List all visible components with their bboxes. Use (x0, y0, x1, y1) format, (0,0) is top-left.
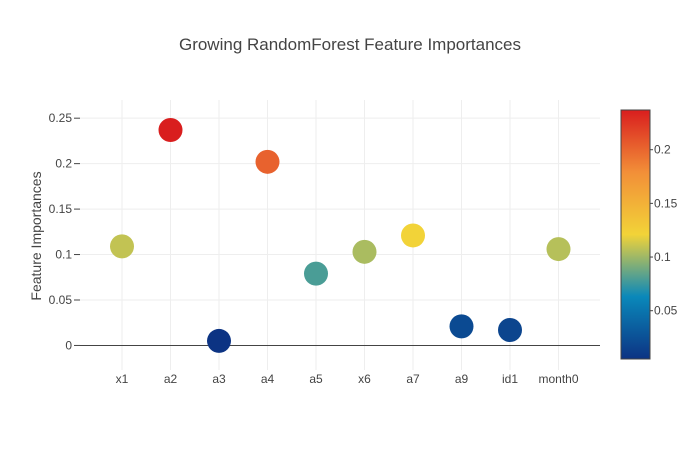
x-tick-label: a7 (406, 372, 420, 386)
data-point (255, 149, 280, 174)
grid-lines (80, 100, 600, 370)
x-tick-label: a2 (164, 372, 178, 386)
y-tick-label: 0.2 (55, 157, 72, 171)
data-point (110, 234, 134, 259)
y-axis-label: Feature Importances (28, 171, 44, 300)
x-axis: x1 a2 a3 a4 a5 x6 a7 a9 id1 month0 (116, 372, 579, 386)
x-tick-label: id1 (502, 372, 518, 386)
x-tick-label: month0 (538, 372, 578, 386)
data-point (352, 239, 377, 264)
y-tick-label: 0 (65, 338, 72, 352)
data-point (449, 314, 474, 339)
x-tick-label: x6 (358, 372, 371, 386)
colorbar-tick-label: 0.2 (654, 143, 671, 157)
colorbar-tick-label: 0.05 (654, 304, 678, 318)
data-point (401, 223, 425, 248)
y-axis: 0 0.05 0.1 0.15 0.2 0.25 (49, 111, 80, 352)
colorbar-tick-label: 0.1 (654, 250, 671, 264)
chart-title: Growing RandomForest Feature Importances (179, 35, 521, 54)
colorbar-gradient (620, 109, 651, 360)
data-point (207, 328, 231, 353)
data-point (158, 118, 183, 142)
data-points (110, 118, 571, 353)
y-tick-label: 0.1 (55, 248, 72, 262)
x-tick-label: a9 (455, 372, 469, 386)
data-point (546, 237, 571, 262)
y-tick-label: 0.25 (49, 111, 73, 125)
x-tick-label: x1 (116, 372, 129, 386)
data-point (498, 318, 522, 342)
x-tick-label: a4 (261, 372, 275, 386)
y-tick-label: 0.05 (49, 293, 73, 307)
x-tick-label: a3 (212, 372, 226, 386)
y-tick-label: 0.15 (49, 202, 73, 216)
data-point (304, 261, 328, 286)
colorbar-tick-label: 0.15 (654, 196, 678, 210)
colorbar: 0.05 0.1 0.15 0.2 (620, 109, 678, 360)
colorbar-ticks: 0.05 0.1 0.15 0.2 (650, 143, 678, 318)
x-tick-label: a5 (309, 372, 323, 386)
